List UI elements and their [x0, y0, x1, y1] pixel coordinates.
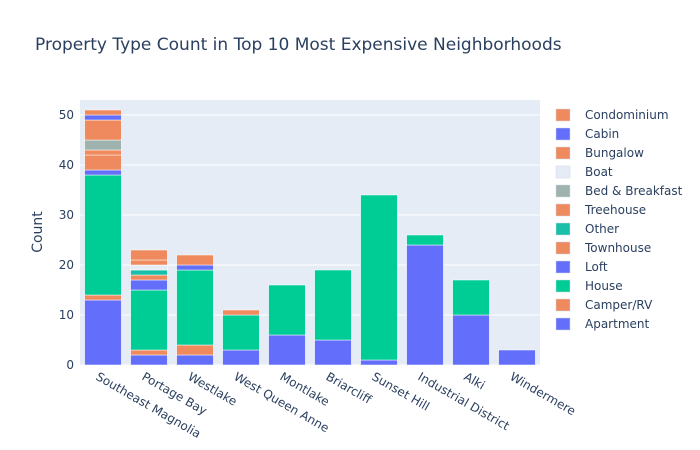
- bar-segment: [84, 109, 122, 116]
- bar-segment: [130, 269, 168, 276]
- y-tick-labels: 0 10 20 30 40 50: [59, 108, 74, 372]
- legend-label: Condominium: [585, 108, 669, 122]
- bar-segment: [314, 339, 352, 366]
- legend-swatch: [555, 146, 571, 160]
- bar-segment: [452, 314, 490, 366]
- bar-segment: [84, 139, 122, 151]
- legend-label: Bed & Breakfast: [585, 184, 683, 198]
- legend-label: Other: [585, 222, 619, 236]
- x-tick-label: Briarcliff: [324, 369, 375, 407]
- y-tick-label: 40: [59, 158, 74, 172]
- legend-label: Boat: [585, 165, 613, 179]
- legend-swatch: [555, 203, 571, 217]
- legend-swatch: [555, 279, 571, 293]
- legend-label: Treehouse: [584, 203, 646, 217]
- bar-segment: [176, 254, 214, 266]
- chart-title: Property Type Count in Top 10 Most Expen…: [35, 35, 562, 55]
- legend-label: Camper/RV: [585, 298, 653, 312]
- legend-label: Bungalow: [585, 146, 644, 160]
- legend-label: Loft: [585, 260, 608, 274]
- bars: [84, 109, 536, 366]
- bar-segment: [452, 279, 490, 316]
- legend-swatch: [555, 222, 571, 236]
- legend-label: Apartment: [585, 317, 649, 331]
- y-tick-label: 10: [59, 308, 74, 322]
- bar-segment: [176, 344, 214, 356]
- bar-segment: [130, 274, 168, 281]
- bar-segment: [176, 354, 214, 366]
- bar-segment: [84, 174, 122, 296]
- bar-segment: [222, 314, 260, 351]
- y-tick-label: 20: [59, 258, 74, 272]
- legend-swatch: [555, 317, 571, 331]
- legend-swatch: [555, 298, 571, 312]
- bar-segment: [130, 354, 168, 366]
- legend-swatch: [555, 241, 571, 255]
- bar-segment: [222, 349, 260, 366]
- y-axis-title: Count: [30, 211, 46, 253]
- bar-segment: [130, 279, 168, 291]
- bar-segment: [176, 269, 214, 346]
- bar-segment: [130, 264, 168, 271]
- legend-swatch: [555, 127, 571, 141]
- legend-label: Cabin: [585, 127, 619, 141]
- bar-segment: [84, 154, 122, 171]
- bar-segment: [268, 284, 306, 336]
- bar-segment: [268, 334, 306, 366]
- legend-swatch: [555, 260, 571, 274]
- bar-segment: [406, 234, 444, 246]
- legend-label: House: [585, 279, 623, 293]
- bar-segment: [406, 244, 444, 366]
- legend-swatch: [555, 165, 571, 179]
- bar-segment: [84, 169, 122, 176]
- y-tick-label: 0: [66, 358, 74, 372]
- bar-segment: [360, 194, 398, 361]
- bar-segment: [84, 294, 122, 301]
- legend-label: Townhouse: [584, 241, 651, 255]
- bar-segment: [314, 269, 352, 341]
- bar-segment: [84, 114, 122, 121]
- bar-segment: [360, 359, 398, 366]
- bar-segment: [84, 149, 122, 156]
- legend-swatch: [555, 184, 571, 198]
- legend: Condominium Cabin Bungalow Boat Bed & Breakf…: [555, 108, 683, 331]
- bar-segment: [130, 249, 168, 261]
- bar-segment: [176, 264, 214, 271]
- bar-segment: [130, 289, 168, 351]
- bar-segment: [84, 299, 122, 366]
- x-tick-label: Windermere: [508, 369, 579, 418]
- x-tick-label: Alki: [462, 369, 488, 392]
- bar-segment: [222, 309, 260, 316]
- bar-segment: [130, 349, 168, 356]
- bar-segment: [130, 259, 168, 266]
- bar-segment: [84, 119, 122, 141]
- y-tick-label: 30: [59, 208, 74, 222]
- legend-swatch: [555, 108, 571, 122]
- bar-segment: [498, 349, 536, 366]
- y-tick-label: 50: [59, 108, 74, 122]
